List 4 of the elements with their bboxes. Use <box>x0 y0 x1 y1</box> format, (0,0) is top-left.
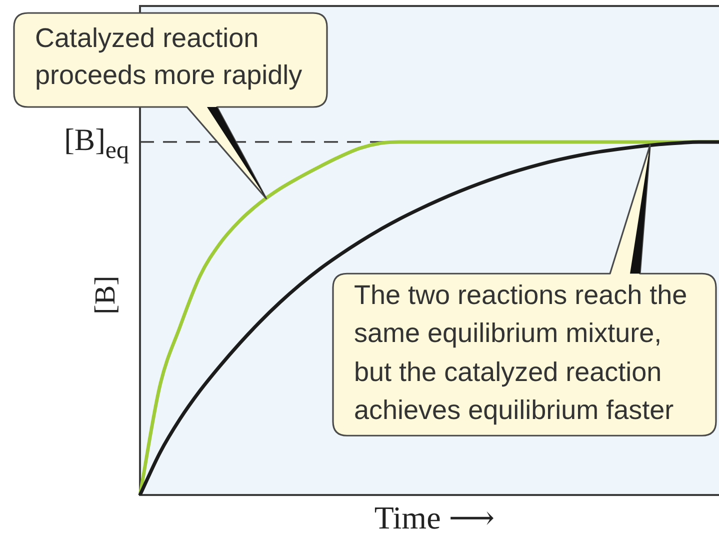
y-axis-title: [B] <box>90 276 122 314</box>
annotation: The two reactions reach the same equilibrium mixture, but the catalyzed reaction achieves equilibrium faster <box>354 279 688 427</box>
x-axis-title: Time ⟶ <box>374 499 495 533</box>
text: Catalyzed reaction proceeds more rapidly <box>35 22 302 92</box>
